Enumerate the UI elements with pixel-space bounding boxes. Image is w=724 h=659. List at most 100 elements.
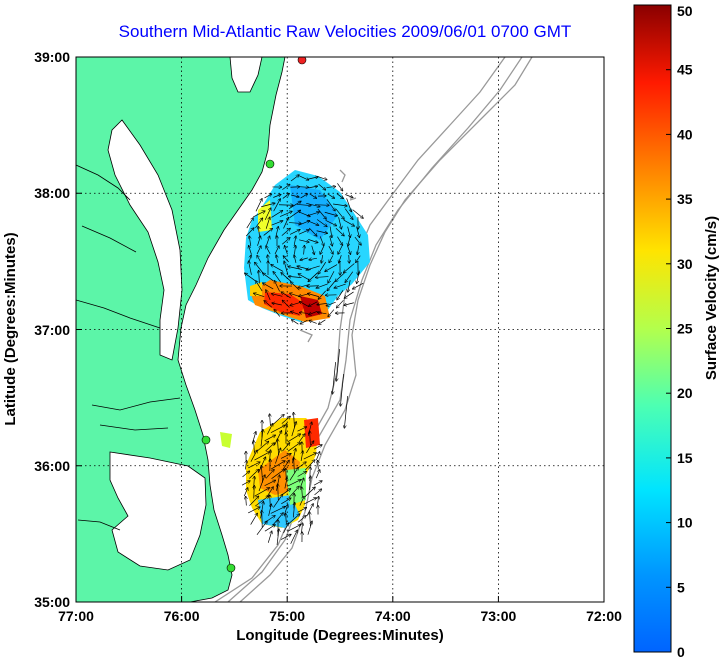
velocity-arrow (290, 175, 299, 182)
velocity-arrow (319, 319, 326, 324)
velocity-arrow (326, 186, 336, 187)
velocity-arrow (337, 183, 342, 190)
velocity-arrow (329, 236, 333, 246)
velocity-arrow (254, 486, 255, 499)
velocity-arrow (304, 487, 315, 498)
velocity-arrow (282, 460, 289, 470)
velocity-arrow (248, 462, 260, 469)
velocity-arrow (254, 488, 270, 497)
velocity-arrow (316, 219, 327, 227)
velocity-arrow (309, 310, 318, 314)
velocity-arrow (338, 217, 342, 229)
velocity-arrow (347, 245, 350, 254)
velocity-arrow (271, 221, 282, 226)
velocity-arrow (280, 534, 291, 540)
velocity-arrow (264, 301, 273, 308)
velocity-arrow (282, 184, 289, 190)
velocity-arrow (304, 246, 305, 255)
velocity-arrow (290, 530, 298, 544)
colorbar-tick-label: 25 (677, 321, 693, 337)
velocity-arrow (319, 236, 324, 245)
y-axis-label: Latitude (Degrees:Minutes) (2, 232, 19, 425)
velocity-arrow (348, 280, 351, 292)
velocity-arrow (271, 265, 284, 272)
velocity-arrow (313, 481, 322, 486)
x-tick-label: 73:00 (480, 608, 516, 624)
velocity-arrow (317, 497, 318, 506)
velocity-arrow (338, 245, 343, 254)
velocity-arrow (335, 208, 344, 219)
velocity-arrow (300, 257, 308, 260)
velocity-arrow (337, 290, 344, 299)
map-title: Southern Mid-Atlantic Raw Velocities 200… (118, 22, 572, 41)
velocity-arrow (300, 194, 308, 199)
velocity-arrow (241, 481, 250, 486)
velocity-arrow (283, 218, 288, 229)
velocity-arrow (321, 254, 322, 263)
velocity-arrow (276, 529, 279, 545)
velocity-arrow (294, 458, 295, 473)
y-tick-label: 36:00 (34, 458, 70, 474)
velocity-arrow (273, 195, 280, 198)
velocity-arrow (287, 434, 301, 443)
velocity-arrow (263, 283, 274, 290)
velocity-arrow (274, 281, 280, 292)
velocity-arrow (271, 469, 285, 479)
x-axis-label: Longitude (Degrees:Minutes) (236, 627, 444, 644)
velocity-arrow (326, 301, 336, 306)
velocity-arrow (309, 476, 310, 491)
velocity-arrow (314, 489, 322, 496)
velocity-arrow (281, 416, 290, 424)
x-tick-label: 72:00 (586, 608, 622, 624)
velocity-arrow (264, 435, 276, 442)
velocity-arrow (283, 256, 289, 263)
velocity-arrow (328, 271, 335, 283)
velocity-arrow (316, 283, 328, 288)
velocity-arrow (354, 236, 361, 245)
velocity-arrow (294, 246, 295, 255)
velocity-arrow (336, 193, 343, 199)
velocity-arrow (345, 194, 352, 197)
velocity-arrow (264, 480, 276, 486)
velocity-arrow (294, 236, 296, 246)
velocity-arrow (307, 521, 312, 535)
velocity-arrow (349, 254, 350, 263)
velocity-arrow (272, 294, 283, 297)
velocity-arrow (245, 228, 254, 237)
velocity-arrow (328, 245, 333, 254)
velocity-arrow (335, 228, 344, 235)
velocity-arrow (309, 258, 317, 260)
velocity-arrow (274, 246, 279, 255)
colorbar-tick-label: 30 (677, 256, 693, 272)
velocity-arrow (344, 396, 348, 428)
velocity-arrow (333, 203, 347, 206)
velocity-arrow (265, 470, 274, 479)
velocity-arrow (327, 281, 336, 290)
velocity-arrow (308, 227, 317, 236)
velocity-arrow (288, 201, 301, 210)
velocity-arrow (245, 273, 256, 282)
velocity-arrow (314, 205, 329, 206)
velocity-arrow (246, 497, 247, 506)
velocity-arrow (282, 300, 290, 308)
velocity-arrow (346, 198, 352, 211)
velocity-arrow (250, 450, 257, 462)
velocity-arrow (261, 203, 275, 208)
colorbar-tick-label: 20 (677, 385, 693, 401)
velocity-arrow (353, 282, 364, 289)
velocity-arrow (311, 245, 315, 255)
velocity-arrow (299, 239, 309, 242)
velocity-arrow (288, 223, 301, 224)
velocity-arrow (248, 507, 260, 514)
y-tick-label: 37:00 (34, 322, 70, 338)
velocity-arrow (325, 264, 338, 272)
velocity-arrows (241, 175, 364, 545)
velocity-arrow (356, 226, 360, 238)
velocity-arrow (308, 186, 318, 188)
velocity-arrow (344, 291, 354, 298)
colorbar (633, 4, 672, 653)
velocity-arrow (299, 478, 303, 488)
velocity-arrow (279, 211, 292, 217)
velocity-arrow (245, 461, 246, 470)
velocity-arrow (249, 469, 258, 479)
